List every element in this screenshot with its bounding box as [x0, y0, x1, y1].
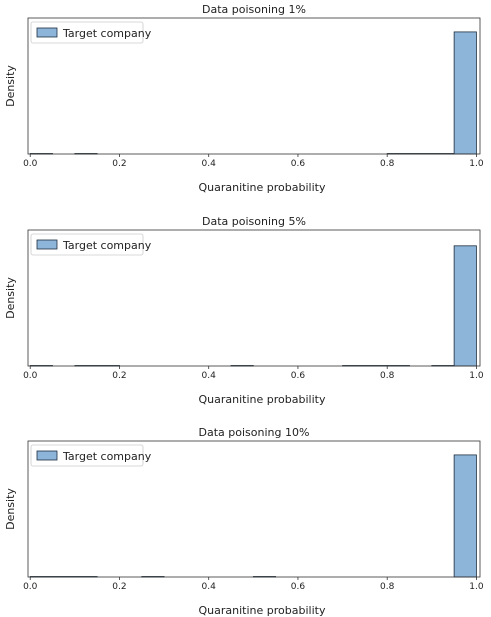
- x-tick-label: 0.6: [291, 582, 306, 592]
- axes-frame: [27, 229, 481, 367]
- x-tick-label: 0.4: [202, 159, 217, 169]
- legend-box: [30, 21, 144, 44]
- legend-label: Target company: [62, 27, 152, 40]
- x-tick-label: 0.8: [380, 159, 395, 169]
- legend-label: Target company: [62, 450, 152, 463]
- legend: Target company: [30, 444, 152, 467]
- legend: Target company: [30, 21, 152, 44]
- legend-label: Target company: [62, 239, 152, 252]
- x-axis-label: Quaranitine probability: [199, 393, 326, 406]
- axes-frame: [27, 440, 481, 578]
- y-axis-label: Density: [4, 277, 17, 319]
- legend-box: [30, 233, 144, 256]
- x-tick-label: 0.0: [23, 371, 38, 381]
- chart-title: Data poisoning 5%: [202, 215, 306, 228]
- x-tick-label: 0.2: [112, 582, 126, 592]
- x-tick-label: 1.0: [469, 371, 484, 381]
- axes-frame: [27, 17, 481, 155]
- x-tick-label: 0.8: [380, 371, 395, 381]
- x-tick-label: 0.4: [202, 582, 217, 592]
- legend-swatch: [36, 450, 58, 461]
- chart-title: Data poisoning 1%: [202, 3, 306, 16]
- legend-box: [30, 444, 144, 467]
- x-tick-label: 0.4: [202, 371, 217, 381]
- x-tick-label: 0.8: [380, 582, 395, 592]
- x-tick-label: 1.0: [469, 582, 484, 592]
- x-tick-label: 0.0: [23, 582, 38, 592]
- histogram-bar: [453, 31, 477, 155]
- x-tick-label: 0.2: [112, 371, 126, 381]
- chart-panel-1: Data poisoning 1% 0.0 0.2 0.4 0.6 0.8 1.0 Quara…: [4, 3, 484, 194]
- x-tick-label: 1.0: [469, 159, 484, 169]
- y-axis-label: Density: [4, 488, 17, 530]
- chart-title: Data poisoning 10%: [199, 426, 310, 439]
- y-axis-label: Density: [4, 65, 17, 107]
- histogram-bar: [453, 245, 477, 367]
- x-axis-label: Quaranitine probability: [199, 181, 326, 194]
- legend-swatch: [36, 27, 58, 38]
- x-tick-label: 0.6: [291, 371, 306, 381]
- histogram-bar: [453, 454, 477, 578]
- x-axis-label: Quaranitine probability: [199, 604, 326, 617]
- legend-swatch: [36, 239, 58, 250]
- chart-panel-2: Data poisoning 5% 0.0 0.2 0.4 0.6 0.8 1.0 Quara…: [4, 215, 484, 406]
- x-tick-label: 0.0: [23, 159, 38, 169]
- x-tick-label: 0.2: [112, 159, 126, 169]
- legend: Target company: [30, 233, 152, 256]
- chart-panel-3: Data poisoning 10% 0.0 0.2 0.4 0.6 0.8 1.0 Quar…: [4, 426, 484, 617]
- x-tick-label: 0.6: [291, 159, 306, 169]
